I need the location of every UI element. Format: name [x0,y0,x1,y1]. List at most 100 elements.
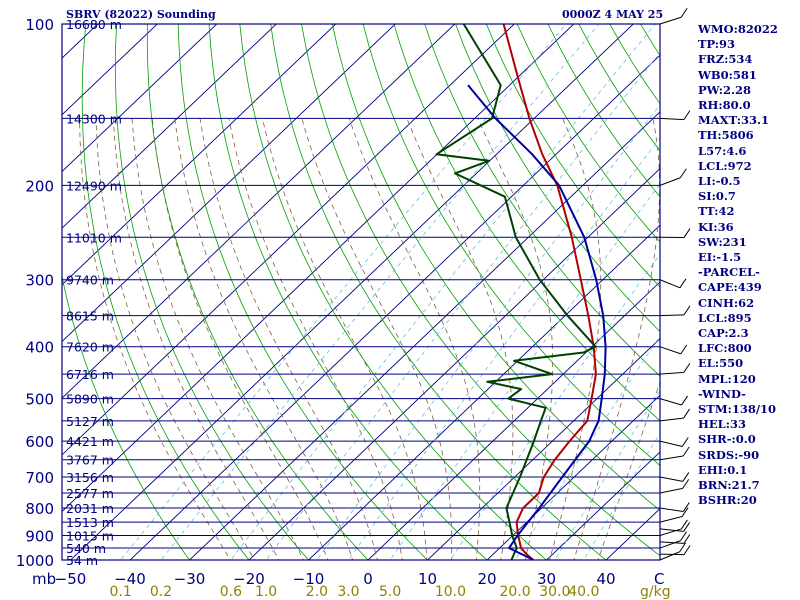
mixing-ratio-line [389,183,660,560]
isotherm-line [0,12,51,571]
wind-barb-flag [682,446,690,457]
height-label: 2031 m [66,501,114,516]
wind-barb [659,371,684,375]
temperature-tick-label: 0 [363,570,373,588]
wind-barb [659,553,684,556]
wind-barb-flag [683,228,691,238]
wind-barb [659,476,683,482]
wind-barb-flag [679,542,687,553]
dry-adiabat-line [455,24,660,333]
isotherm-line [62,24,277,229]
stat-line: LFC:800 [698,341,752,356]
wind-barb [659,516,683,523]
wind-barbs [659,7,691,561]
mixing-ratio-label: 1.0 [255,584,277,600]
dry-adiabat-line [270,24,607,560]
dry-adiabat-line [301,24,660,557]
wind-barb [659,528,682,536]
isotherm-line [188,111,660,560]
mixing-ratio-line [120,24,567,560]
station-title: SBRV (82022) Sounding [66,8,216,21]
sounding-profiles [435,24,607,560]
mixing-ratio-unit-label: g/kg [640,584,671,600]
wind-barb-flag [681,437,689,447]
stat-line: KI:36 [698,219,734,234]
stat-line: CAP:2.3 [698,326,749,341]
mixing-ratio-label: 5.0 [379,584,401,600]
isotherm-line [545,451,660,560]
pressure-tick-label: 500 [25,391,54,409]
wind-barb-flag [683,408,690,419]
wind-barb-flag [682,502,690,512]
height-label: 1015 m [66,528,114,543]
mixing-ratio-label: 20.0 [500,584,531,600]
wind-barb [659,177,681,186]
temperature-tick-label: −30 [174,570,206,588]
stat-line: FRZ:534 [698,52,753,67]
wind-barb-flag [679,278,687,289]
wind-barb [659,16,682,25]
isotherm-line [62,24,515,456]
wind-barb [659,528,684,532]
dry-adiabat-line [486,24,660,288]
wind-barb [659,346,681,355]
dry-adiabat-line [393,24,660,422]
wind-barb-flag [683,534,691,544]
height-label: 5127 m [66,414,114,429]
pressure-tick-label: 400 [25,339,54,357]
dry-adiabat-line [81,24,250,560]
stat-line: EHI:0.1 [698,462,748,477]
moist-adiabat-line [573,118,660,560]
stat-line: EL:550 [698,356,744,371]
moist-adiabat-line [199,118,378,560]
stat-line: EI:-1.5 [698,250,742,265]
mixing-ratio-line [265,52,660,560]
wind-barb [659,117,684,121]
dry-adiabat-line [424,24,660,377]
stat-line: MPL:120 [698,371,756,386]
pressure-tick-label: 300 [25,272,54,290]
stat-line: -PARCEL- [698,265,760,280]
stat-line: -WIND- [698,386,746,401]
temperature-tick-label: −20 [233,570,265,588]
mixing-ratio-line [348,137,660,560]
wind-barb [659,314,684,317]
temperature-profile-line [502,24,597,560]
height-label: 2577 m [66,486,114,501]
temperature-tick-label: −10 [293,570,325,588]
height-label: 4421 m [66,434,114,449]
height-label: 14300 m [66,111,122,126]
height-label: 11010 m [66,230,122,245]
pressure-tick-label: 700 [25,469,54,487]
isotherm-line [69,24,634,560]
stat-line: CAPE:439 [698,280,762,295]
pressure-tick-label: 100 [25,16,54,34]
stat-line: SI:0.7 [698,189,736,204]
wind-barb [659,455,684,461]
wind-barb-flag [680,531,687,541]
height-label: 12490 m [66,178,122,193]
sounding-time: 0000Z 4 MAY 25 [562,8,664,21]
stat-line: LI:-0.5 [698,174,741,189]
wind-barb-flag [682,479,690,489]
height-label: 1513 m [66,515,114,530]
mixing-ratio-label: 40.0 [568,584,599,600]
wind-barb-flag [683,305,691,316]
stat-line: MAXT:33.1 [698,113,769,128]
pressure-tick-label: 1000 [16,552,54,570]
stat-line: BRN:21.7 [698,478,760,493]
mixing-ratio-label: 3.0 [337,584,359,600]
temperature-tick-label: −40 [114,570,146,588]
y-axis-unit-label: mb [32,570,56,588]
dry-adiabat-line [146,24,369,560]
mixing-ratio-label: 30.0 [539,584,570,600]
wind-barb [659,279,681,289]
moist-adiabat-line [348,118,481,560]
stat-line: TH:5806 [698,128,754,143]
stat-line: TP:93 [698,37,736,52]
isotherm-line [62,24,396,343]
wind-barb-flag [683,363,691,373]
wind-barb [659,551,680,561]
wind-barb [659,398,682,406]
